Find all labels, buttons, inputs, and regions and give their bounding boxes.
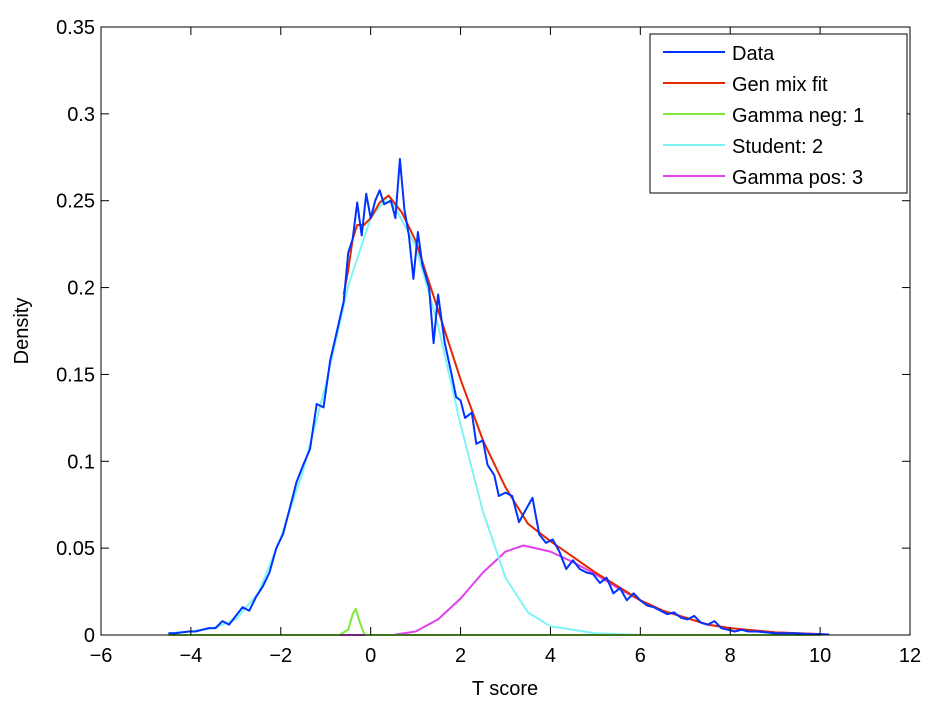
y-tick-label: 0.2	[67, 278, 95, 300]
x-tick-label: −2	[269, 645, 292, 667]
x-tick-label: −4	[179, 645, 202, 667]
y-tick-label: 0.15	[56, 364, 95, 386]
series-line-0	[168, 158, 830, 636]
x-tick-label: 2	[455, 645, 466, 667]
legend-entry-0: Data	[732, 43, 775, 65]
legend-entry-3: Student: 2	[732, 136, 823, 158]
x-tick-label: −6	[90, 645, 113, 667]
y-axis-label: Density	[11, 298, 33, 365]
x-tick-label: 8	[725, 645, 736, 667]
plot-frame	[100, 26, 911, 636]
x-axis-label: T score	[472, 678, 538, 700]
legend-entry-2: Gamma neg: 1	[732, 105, 864, 127]
y-tick-label: 0.3	[67, 104, 95, 126]
y-tick-label: 0.35	[56, 17, 95, 39]
y-tick-label: 0	[84, 625, 95, 647]
series-line-3	[168, 194, 821, 636]
x-tick-label: 6	[635, 645, 646, 667]
x-tick-label: 10	[809, 645, 831, 667]
x-tick-label: 12	[899, 645, 921, 667]
legend: Data Gen mix fit Gamma neg: 1 Student: 2 Gam…	[649, 33, 908, 194]
y-tick-label: 0.1	[67, 451, 95, 473]
y-tick-label: 0.25	[56, 191, 95, 213]
x-tick-label: 0	[365, 645, 376, 667]
series-line-4	[168, 544, 821, 636]
series-line-1	[342, 194, 821, 636]
legend-entry-4: Gamma pos: 3	[732, 167, 863, 189]
legend-entry-1: Gen mix fit	[732, 74, 828, 96]
series-line-2	[168, 607, 821, 636]
y-tick-label: 0.05	[56, 538, 95, 560]
x-tick-label: 4	[545, 645, 556, 667]
